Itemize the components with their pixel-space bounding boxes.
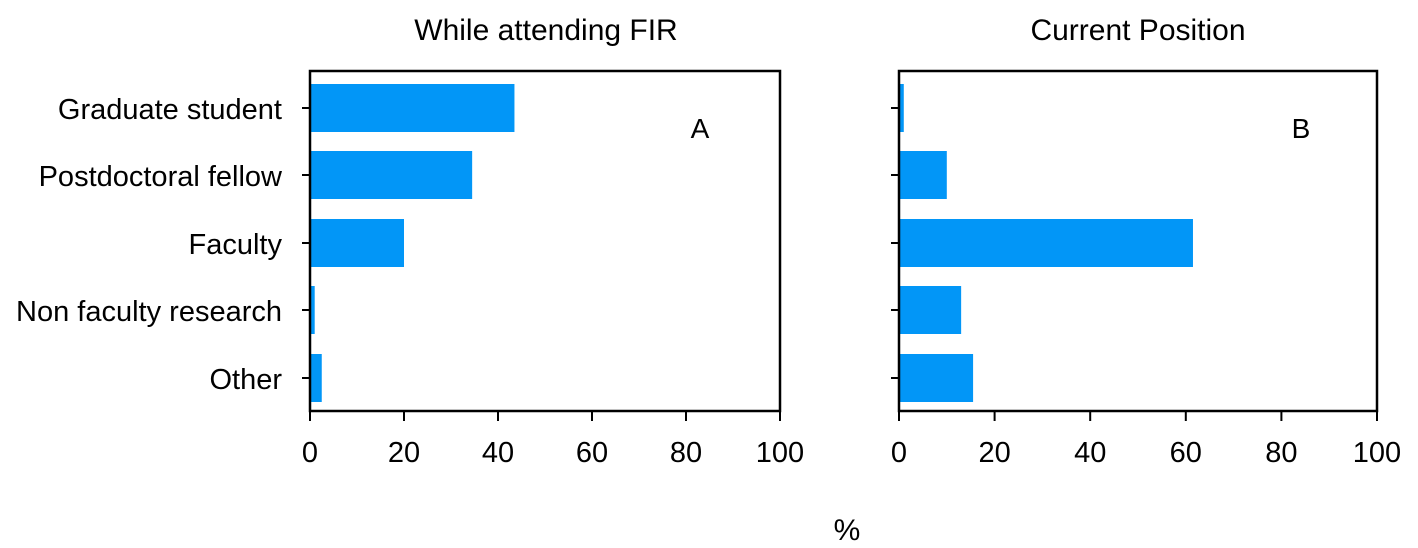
bar-postdoctoral-fellow bbox=[899, 151, 947, 199]
x-tick-label: 80 bbox=[670, 437, 702, 469]
category-label: Non faculty research bbox=[16, 296, 282, 328]
category-label: Postdoctoral fellow bbox=[39, 161, 283, 193]
plot-frame bbox=[308, 69, 782, 413]
x-tick-label: 100 bbox=[756, 437, 804, 469]
panel-letter: A bbox=[691, 113, 710, 144]
x-tick-label: 100 bbox=[1353, 437, 1401, 469]
bar-non-faculty-research bbox=[310, 286, 315, 334]
panel-letter: B bbox=[1292, 113, 1311, 144]
x-tick-label: 40 bbox=[482, 437, 514, 469]
bar-non-faculty-research bbox=[899, 286, 962, 334]
x-tick-label: 40 bbox=[1074, 437, 1106, 469]
x-tick-label: 20 bbox=[388, 437, 420, 469]
bar-graduate-student bbox=[310, 84, 515, 132]
chart-title: While attending FIR bbox=[414, 14, 677, 47]
plot-frame bbox=[897, 69, 1379, 413]
x-axis-unit-label: % bbox=[834, 514, 861, 547]
panel-a: While attending FIR Graduate student Postd… bbox=[16, 14, 804, 469]
bar-faculty bbox=[310, 219, 404, 267]
bar-graduate-student bbox=[899, 84, 904, 132]
x-tick-label: 0 bbox=[302, 437, 318, 469]
x-tick-label: 20 bbox=[978, 437, 1010, 469]
x-tick-label: 60 bbox=[1170, 437, 1202, 469]
category-label: Faculty bbox=[189, 229, 283, 261]
x-tick-label: 80 bbox=[1265, 437, 1297, 469]
x-tick-label: 60 bbox=[576, 437, 608, 469]
bar-other bbox=[310, 354, 322, 402]
panel-b: Current Position 0 20 40 60 80 100 B bbox=[891, 14, 1401, 469]
category-label: Other bbox=[209, 364, 282, 396]
bar-faculty bbox=[899, 219, 1193, 267]
bar-postdoctoral-fellow bbox=[310, 151, 473, 199]
category-label: Graduate student bbox=[58, 94, 282, 126]
x-tick-label: 0 bbox=[891, 437, 907, 469]
bar-other bbox=[899, 354, 974, 402]
chart-title: Current Position bbox=[1030, 14, 1245, 47]
